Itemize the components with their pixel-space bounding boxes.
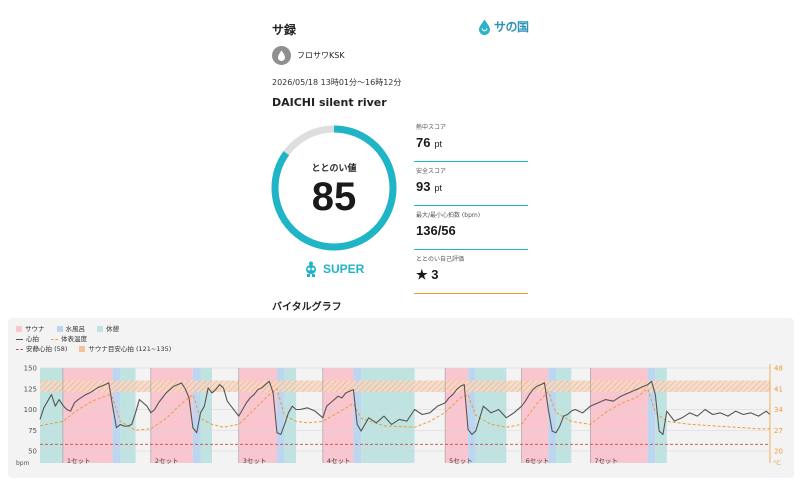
- phase-water-band: [353, 368, 362, 463]
- vital-graph-panel: サウナ 水風呂 休憩 心拍 体表温度 安静心拍 (58) サウナ目安心拍 (12…: [8, 318, 794, 478]
- set-label: 6セット: [526, 457, 550, 465]
- stat-label: 最大/最小心拍数 (bpm): [416, 212, 481, 219]
- set-label: 2セット: [155, 457, 179, 465]
- phase-water-band: [192, 368, 201, 463]
- mascot-icon: [306, 261, 316, 277]
- totonoi-gauge: [271, 125, 397, 251]
- stat-value: 136/56: [416, 223, 456, 238]
- stat-label: 熱中スコア: [416, 124, 447, 131]
- stat-label: ととのい自己評価: [416, 256, 464, 263]
- set-label: 7セット: [594, 457, 618, 465]
- legend-target-hr: サウナ目安心拍 (121~135): [79, 344, 171, 354]
- stat-value: 93 pt: [416, 179, 442, 194]
- set-label: 5セット: [449, 457, 473, 465]
- session-card: サ録 サの国 フロサワKSK 2026/05/18 13時01分〜16時12分 …: [268, 0, 530, 318]
- stat-label: 安全スコア: [416, 168, 447, 175]
- gauge-progress-arc: [271, 125, 397, 251]
- stat-safety-score: 安全スコア 93 pt: [414, 162, 528, 206]
- phase-water-band: [647, 368, 656, 463]
- right-axis-tick-label: 34: [774, 406, 783, 414]
- heart-rate-line: [39, 380, 771, 435]
- rank-badge: SUPER: [304, 261, 364, 277]
- stat-value: 76 pt: [416, 135, 442, 150]
- left-axis-unit: bpm: [16, 460, 30, 467]
- rank-text: SUPER: [323, 262, 365, 276]
- legend-resting-hr: 安静心拍 (58): [16, 344, 67, 354]
- legend-rest: 休憩: [97, 324, 119, 334]
- user-info[interactable]: フロサワKSK: [272, 46, 345, 65]
- drop-avatar-icon: [278, 50, 285, 61]
- legend-water: 水風呂: [56, 324, 85, 334]
- stat-heat-score: 熱中スコア 76 pt: [414, 118, 528, 162]
- water-drop-logo-icon: [479, 19, 490, 35]
- gauge-value: 85: [311, 175, 357, 219]
- right-axis-tick-label: 27: [774, 427, 783, 435]
- left-axis-tick-label: 125: [24, 385, 37, 393]
- phase-water-band: [112, 368, 121, 463]
- phase-rest-band: [655, 368, 667, 463]
- set-label: 4セット: [327, 457, 351, 465]
- left-axis-tick-label: 100: [24, 406, 37, 414]
- stats-list: 熱中スコア 76 pt 安全スコア 93 pt 最大/最小心拍数 (bpm) 136…: [414, 118, 528, 294]
- body-temp-line: [39, 387, 770, 431]
- phase-water-band: [548, 368, 556, 463]
- chart-legend: サウナ 水風呂 休憩 心拍 体表温度 安静心拍 (58) サウナ目安心拍 (12…: [16, 324, 171, 354]
- right-axis-tick-label: 48: [774, 365, 783, 373]
- facility-name[interactable]: DAICHI silent river: [272, 96, 387, 109]
- vital-graph-title: バイタルグラフ: [272, 302, 342, 313]
- left-axis-tick-label: 50: [28, 448, 37, 456]
- legend-heart-rate: 心拍: [16, 334, 39, 344]
- session-datetime: 2026/05/18 13時01分〜16時12分: [272, 78, 402, 87]
- avatar: [272, 46, 291, 65]
- legend-body-temp: 体表温度: [51, 334, 87, 344]
- right-axis-tick-label: 20: [774, 448, 783, 456]
- app-title: サ録: [272, 23, 297, 37]
- left-axis-tick-label: 150: [24, 365, 37, 373]
- phase-water-band: [276, 368, 285, 463]
- left-axis-tick-label: 75: [28, 427, 37, 435]
- phase-rest-band: [284, 368, 297, 463]
- legend-sauna: サウナ: [16, 324, 45, 334]
- gauge-label: ととのい値: [311, 164, 357, 174]
- set-label: 1セット: [67, 457, 91, 465]
- stat-self-rating: ととのい自己評価 ★ 3: [414, 250, 528, 294]
- stat-heart-rate: 最大/最小心拍数 (bpm) 136/56: [414, 206, 528, 250]
- phase-water-band: [468, 368, 476, 463]
- logo-text: サの国: [494, 20, 529, 34]
- stat-value: ★ 3: [416, 267, 439, 282]
- app-logo[interactable]: サの国: [478, 18, 529, 35]
- right-axis-tick-label: 41: [774, 385, 783, 393]
- phase-rest-band: [200, 368, 212, 463]
- right-axis-unit: °C: [773, 459, 781, 467]
- target-hr-band: [40, 380, 770, 393]
- vital-chart: 1セット 2セット 3セット 4セット 5セット 6セット 7セット 150 125 100 75…: [16, 364, 783, 467]
- set-label: 3セット: [243, 457, 267, 465]
- user-name: フロサワKSK: [297, 51, 345, 60]
